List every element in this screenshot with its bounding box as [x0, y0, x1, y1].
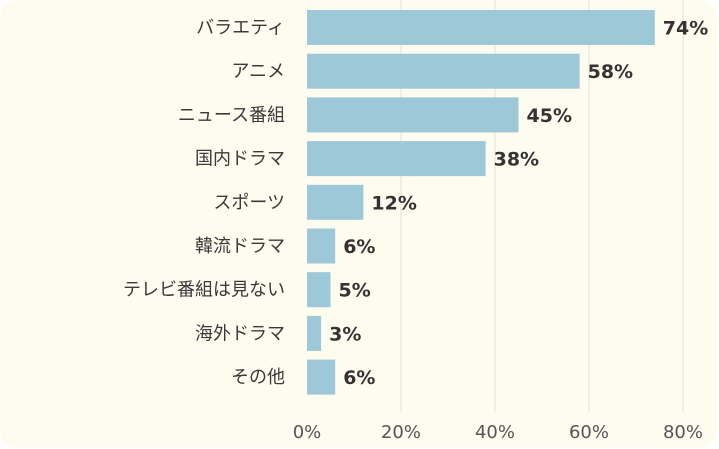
value-label: 12% [371, 192, 416, 214]
bar [307, 97, 519, 133]
category-label: アニメ [231, 61, 285, 82]
bar [307, 53, 580, 89]
bar [307, 359, 336, 395]
value-label: 74% [663, 18, 708, 40]
value-label: 3% [329, 323, 361, 345]
category-label: 海外ドラマ [195, 323, 285, 344]
x-tick-label: 60% [569, 422, 609, 443]
category-label: 韓流ドラマ [195, 236, 285, 257]
category-label: その他 [231, 367, 285, 388]
value-label: 5% [339, 280, 371, 302]
value-label: 38% [494, 149, 539, 171]
value-label: 6% [343, 367, 375, 389]
x-tick-label: 40% [475, 422, 515, 443]
bar [307, 141, 486, 177]
x-axis-ticks: 0% 20% 40% 60% 80% [293, 422, 703, 443]
value-label: 45% [527, 105, 572, 127]
x-tick-label: 0% [293, 422, 322, 443]
bars [307, 10, 655, 395]
category-label: 国内ドラマ [195, 149, 285, 170]
bar [307, 315, 322, 351]
category-labels: バラエティアニメニュース番組国内ドラマスポーツ韓流ドラマテレビ番組は見ない海外ド… [123, 18, 285, 389]
x-tick-label: 20% [381, 422, 421, 443]
category-label: テレビ番組は見ない [123, 280, 285, 301]
category-label: バラエティ [196, 18, 285, 39]
value-label: 6% [343, 236, 375, 258]
bar [307, 272, 331, 308]
bar [307, 228, 336, 264]
value-label: 58% [588, 61, 633, 83]
x-tick-label: 80% [663, 422, 703, 443]
category-label: スポーツ [213, 192, 285, 213]
bar [307, 184, 364, 220]
category-label: ニュース番組 [178, 105, 285, 126]
value-labels: 74% 58% 45% 38% 12% 6% 5% 3% 6% [329, 18, 708, 390]
bar [307, 10, 655, 45]
